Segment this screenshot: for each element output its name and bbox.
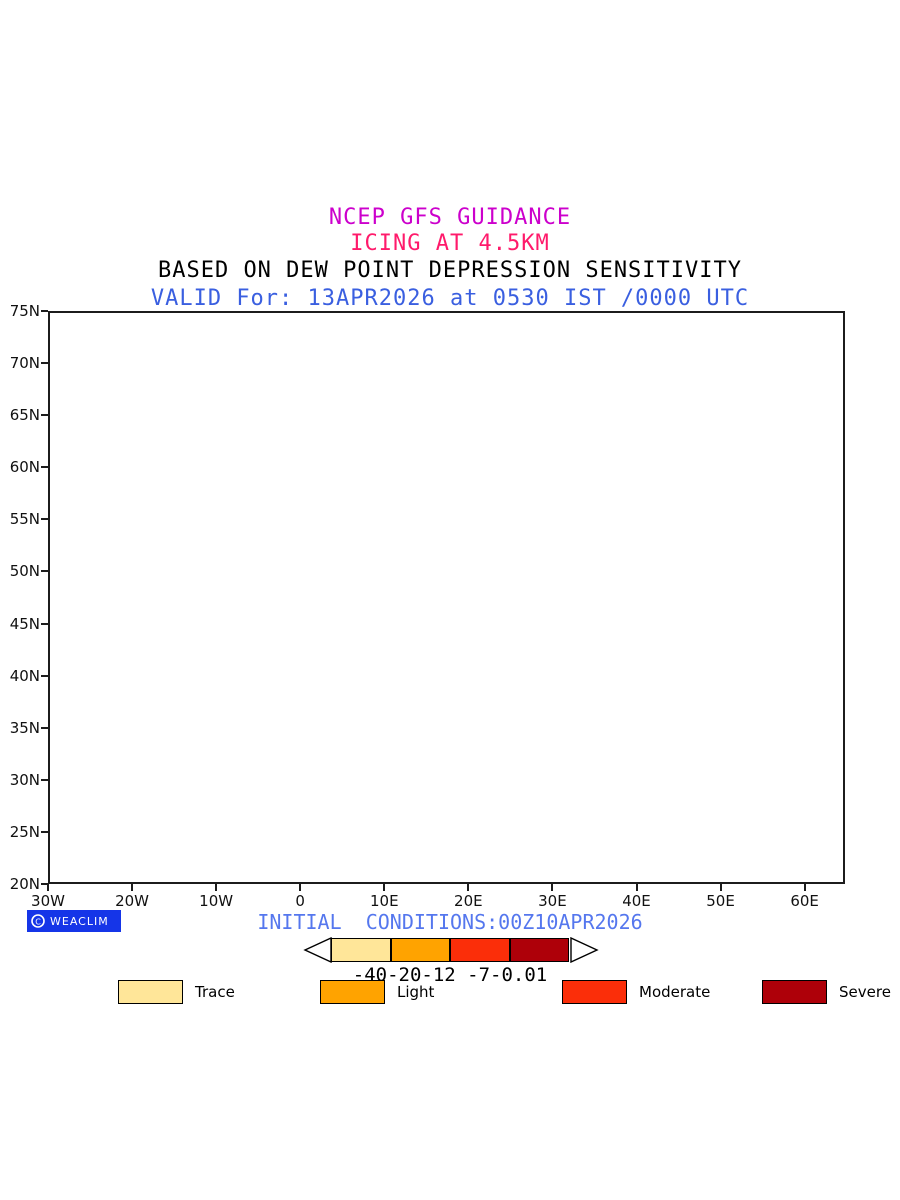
x-axis-label: 60E xyxy=(790,892,819,910)
x-axis-tick xyxy=(551,884,554,891)
x-axis-tick xyxy=(131,884,134,891)
svg-text:C: C xyxy=(35,917,41,926)
y-axis-label: 60N xyxy=(9,458,40,477)
legend-label: Light xyxy=(397,983,435,1001)
y-axis-tick xyxy=(41,570,48,573)
y-axis-label: 25N xyxy=(9,822,40,841)
legend-swatch xyxy=(118,980,183,1004)
y-axis-tick xyxy=(41,362,48,365)
severity-legend: Trace Light Moderate Severe xyxy=(0,979,900,1005)
x-axis-label: 40E xyxy=(622,892,651,910)
y-axis-tick xyxy=(41,674,48,677)
x-axis-tick xyxy=(299,884,302,891)
legend-item-moderate[interactable]: Moderate xyxy=(562,979,710,1005)
colorbar-segment[interactable] xyxy=(509,938,569,962)
x-axis-label: 10E xyxy=(369,892,399,910)
legend-item-light[interactable]: Light xyxy=(320,979,434,1005)
x-axis-label: 20E xyxy=(454,892,483,910)
y-axis-label: 45N xyxy=(9,614,40,633)
y-axis-tick xyxy=(41,310,48,312)
y-axis-tick xyxy=(41,726,48,729)
y-axis-tick xyxy=(41,830,48,833)
legend-label: Trace xyxy=(195,983,235,1001)
x-axis-tick xyxy=(215,884,218,891)
x-axis-tick xyxy=(47,884,49,891)
legend-swatch xyxy=(762,980,827,1004)
initial-conditions-label: INITIAL CONDITIONS:00Z10APR2026 xyxy=(257,910,643,934)
x-axis-label: 50E xyxy=(706,892,735,910)
legend-item-severe[interactable]: Severe xyxy=(762,979,891,1005)
colorbar-segment[interactable] xyxy=(390,938,450,962)
x-axis-tick xyxy=(803,884,806,891)
valid-time-line: VALID For: 13APR2026 at 0530 IST /0000 U… xyxy=(150,286,750,311)
y-axis-label: 35N xyxy=(9,718,40,737)
x-axis-label: 0 xyxy=(295,892,305,910)
y-axis-label: 40N xyxy=(9,666,40,685)
weaclim-badge[interactable]: C WEACLIM xyxy=(27,910,121,932)
colorbar-left-arrow xyxy=(305,938,331,962)
product-subtitle: ICING AT 4.5KM xyxy=(350,231,550,256)
product-title: NCEP GFS GUIDANCE xyxy=(328,205,572,230)
y-axis-tick xyxy=(41,518,48,521)
legend-label: Severe xyxy=(839,983,891,1001)
colorbar-segment[interactable] xyxy=(450,938,510,962)
y-axis-tick xyxy=(41,414,48,417)
y-axis-label: 75N xyxy=(9,302,40,320)
y-axis-tick xyxy=(41,883,48,885)
x-axis-label: 30W xyxy=(31,892,65,910)
product-basis-line: BASED ON DEW POINT DEPRESSION SENSITIVIT… xyxy=(157,258,743,283)
x-axis-tick xyxy=(635,884,638,891)
y-axis-tick xyxy=(41,622,48,625)
colorbar-block: -40-20-12 -7-0.01 xyxy=(0,937,900,998)
weaclim-label: WEACLIM xyxy=(50,914,109,928)
y-axis-label: 55N xyxy=(9,510,40,529)
legend-swatch xyxy=(320,980,385,1004)
y-axis-label: 30N xyxy=(9,770,40,789)
x-axis-tick xyxy=(719,884,722,891)
y-axis-tick xyxy=(41,778,48,781)
legend-item-trace[interactable]: Trace xyxy=(118,979,235,1005)
y-axis-label: 50N xyxy=(9,562,40,581)
x-axis-tick xyxy=(467,884,470,891)
legend-label: Moderate xyxy=(639,983,711,1001)
y-axis-label: 65N xyxy=(9,406,40,425)
title-block: NCEP GFS GUIDANCE ICING AT 4.5KM BASED O… xyxy=(0,205,900,313)
y-axis-tick xyxy=(41,466,48,469)
x-axis-label: 30E xyxy=(538,892,567,910)
y-axis-label: 20N xyxy=(9,875,40,893)
map-frame-border xyxy=(48,311,845,884)
x-axis-tick xyxy=(383,884,386,891)
colorbar-right-arrow xyxy=(569,938,595,962)
x-axis-label: 20W xyxy=(115,892,150,910)
x-axis-label: 10W xyxy=(199,892,234,910)
map-panel[interactable]: MSCWWRSWKYIVKHRKLHSKDNSTMRPODSAISTTHNBGD… xyxy=(48,311,845,884)
colorbar[interactable] xyxy=(303,937,599,963)
colorbar-segment[interactable] xyxy=(331,938,391,962)
copyright-circle-icon: C xyxy=(31,914,45,928)
legend-swatch xyxy=(562,980,627,1004)
y-axis-label: 70N xyxy=(9,354,40,373)
